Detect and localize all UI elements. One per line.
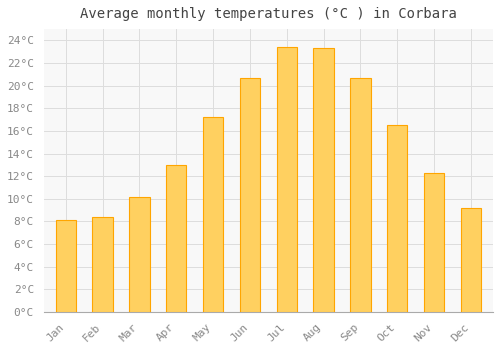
Bar <box>92 217 112 312</box>
Bar <box>461 208 481 312</box>
Title: Average monthly temperatures (°C ) in Corbara: Average monthly temperatures (°C ) in Co… <box>80 7 457 21</box>
Bar <box>424 173 444 312</box>
Bar <box>276 47 297 312</box>
Bar <box>56 220 76 312</box>
Bar <box>387 125 407 312</box>
Bar <box>350 78 370 312</box>
Bar <box>240 78 260 312</box>
Bar <box>166 165 186 312</box>
Bar <box>203 117 223 312</box>
Bar <box>314 48 334 312</box>
Bar <box>130 197 150 312</box>
